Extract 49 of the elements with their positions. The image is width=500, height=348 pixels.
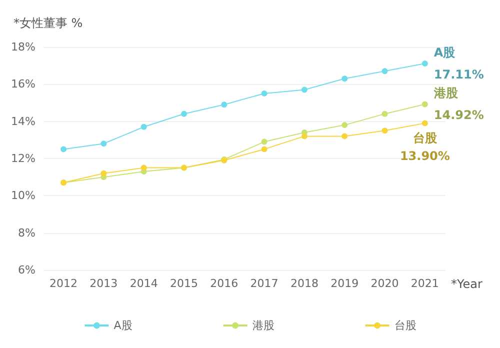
data-label: 17.11%: [434, 68, 484, 82]
x-tick-label: 2012: [50, 277, 78, 290]
text: A股: [434, 46, 456, 60]
y-tick-label: 12%: [10, 152, 36, 165]
point: [140, 164, 147, 171]
point: [342, 133, 348, 140]
point: [342, 76, 348, 82]
x-axis-title: *Year: [451, 277, 482, 291]
text: 台股: [412, 131, 437, 146]
y-tick-label: 18%: [10, 40, 36, 54]
y-tick-label: 8%: [18, 226, 36, 240]
point: [301, 133, 308, 140]
point: [100, 140, 107, 147]
text: 港股: [434, 86, 458, 100]
point: [301, 86, 308, 93]
point: [382, 68, 388, 74]
x-tick-label: 2021: [410, 277, 439, 290]
point: [221, 102, 228, 108]
point: [342, 122, 348, 128]
point: [422, 120, 428, 126]
point: [382, 128, 388, 134]
point: [181, 110, 187, 117]
legend-label: A股: [114, 319, 132, 332]
x-tick-label: 2018: [290, 277, 318, 290]
point: [422, 60, 428, 67]
point: [261, 138, 268, 145]
x-tick-label: 2014: [130, 277, 158, 290]
x-tick-label: 2013: [90, 277, 118, 290]
data-label: 14.92%: [434, 108, 484, 122]
point: [261, 146, 268, 152]
y-tick-label: 16%: [10, 78, 36, 91]
legend-label: 港股: [252, 319, 274, 332]
y-tick-label: 6%: [18, 264, 36, 276]
x-tick-label: 2017: [250, 277, 278, 290]
point: [261, 90, 268, 96]
y-tick-label: 14%: [10, 114, 36, 128]
x-tick-label: 2015: [170, 277, 198, 290]
point: [100, 170, 107, 176]
x-tick-label: 2016: [210, 277, 238, 290]
x-tick-label: 2019: [330, 277, 359, 290]
point: [140, 124, 147, 130]
point: [422, 101, 428, 108]
point: [382, 110, 388, 117]
y-tick-label: 10%: [10, 189, 36, 202]
x-tick-label: 2020: [370, 277, 399, 290]
point: [60, 146, 67, 152]
data-label: 13.90%: [400, 149, 450, 164]
y-axis-title: *女性董事 %: [13, 16, 83, 30]
legend-label: 台股: [394, 319, 416, 332]
